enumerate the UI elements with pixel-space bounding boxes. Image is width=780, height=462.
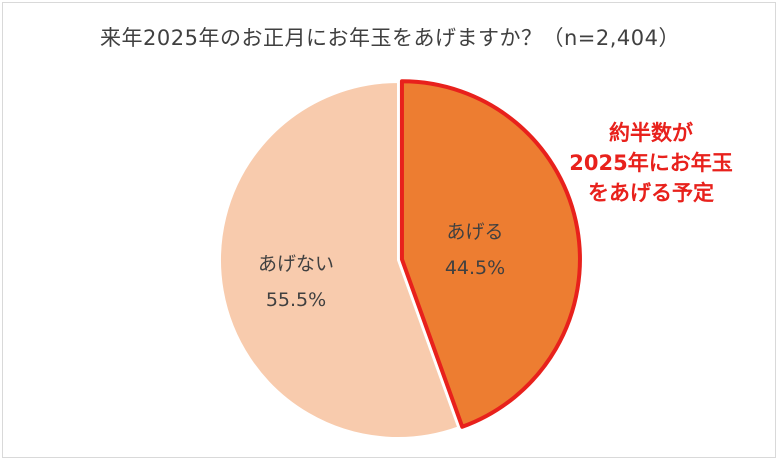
slice-label-1: あげる <box>446 221 503 243</box>
slice-label-2: あげない <box>258 253 334 275</box>
pie-slice-1 <box>399 79 582 429</box>
annotation-line-1: 約半数が <box>609 121 693 145</box>
annotation-line-2: 2025年にお年玉 <box>569 151 733 175</box>
pie-slice-2 <box>219 80 460 439</box>
chart-title: 来年2025年のお正月にお年玉をあげますか？（n=2,404） <box>100 26 680 50</box>
slice-value-label-2: 55.5% <box>266 289 326 311</box>
slice-value-label-1: 44.5% <box>445 257 505 279</box>
annotation-line-3: をあげる予定 <box>588 181 714 205</box>
chart-annotation: 約半数が 2025年にお年玉 をあげる予定 <box>566 118 736 208</box>
